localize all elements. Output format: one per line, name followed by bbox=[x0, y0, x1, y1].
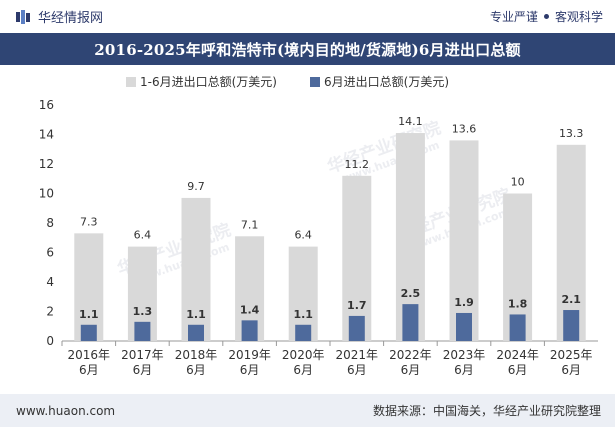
bar-1-6-month bbox=[556, 144, 586, 341]
data-label-1-6-month: 9.7 bbox=[187, 180, 205, 193]
x-tick-label: 2019年 bbox=[228, 348, 271, 362]
data-label-june: 2.1 bbox=[561, 293, 581, 306]
data-label-june: 1.1 bbox=[293, 308, 313, 321]
x-tick-label: 2020年 bbox=[282, 348, 325, 362]
bar-june bbox=[134, 321, 151, 341]
slogan-left: 专业严谨 bbox=[489, 10, 538, 24]
data-label-1-6-month: 14.1 bbox=[398, 115, 423, 128]
x-tick-label: 2024年 bbox=[496, 348, 539, 362]
bar-1-6-month bbox=[449, 140, 479, 341]
x-tick-label: 2018年 bbox=[175, 348, 218, 362]
bar-june bbox=[295, 324, 312, 341]
bar-june bbox=[563, 310, 580, 341]
legend: 1-6月进出口总额(万美元) 6月进出口总额(万美元) bbox=[126, 75, 449, 89]
slogan-dot-icon bbox=[543, 14, 549, 19]
top-bar: 华经情报网 专业严谨 客观科学 bbox=[0, 0, 615, 33]
bar-1-6-month bbox=[74, 233, 104, 341]
bar-june bbox=[456, 312, 472, 341]
x-tick-label: 2021年 bbox=[336, 348, 379, 362]
chart-title: 2016-2025年呼和浩特市(境内目的地/货源地)6月进出口总额 bbox=[0, 33, 615, 65]
bar-chart: 华经产业研究院www.huaon.com华经产业研究院www.huaon.com… bbox=[39, 75, 598, 377]
y-tick-label: 12 bbox=[39, 157, 54, 171]
x-tick-label: 6月 bbox=[240, 363, 260, 377]
data-label-1-6-month: 11.2 bbox=[345, 158, 370, 171]
y-tick-label: 2 bbox=[46, 305, 54, 319]
bar-june bbox=[402, 304, 419, 341]
y-tick-label: 0 bbox=[46, 334, 54, 348]
y-tick-label: 6 bbox=[46, 246, 54, 260]
bar-june bbox=[348, 315, 365, 341]
data-label-june: 1.1 bbox=[186, 308, 206, 321]
bar-june bbox=[188, 324, 204, 341]
bars bbox=[74, 133, 586, 341]
bar-1-6-month bbox=[181, 197, 211, 341]
data-label-1-6-month: 7.1 bbox=[241, 218, 259, 231]
data-label-june: 1.9 bbox=[454, 296, 474, 309]
x-tick-label: 6月 bbox=[186, 363, 206, 377]
data-label-june: 1.1 bbox=[79, 308, 99, 321]
slogan: 专业严谨 客观科学 bbox=[490, 8, 603, 25]
x-tick-label: 2022年 bbox=[389, 348, 432, 362]
data-label-june: 1.4 bbox=[240, 303, 260, 316]
legend-label: 1-6月进出口总额(万美元) bbox=[140, 75, 277, 89]
data-labels: 7.3 1.1 6.4 1.3 9.7 1.1 7.1 1.4 6.4 1.1 11.2 1.7 14.… bbox=[79, 115, 583, 321]
y-tick-label: 14 bbox=[39, 128, 54, 142]
data-label-1-6-month: 10 bbox=[511, 176, 525, 189]
x-tick-label: 6月 bbox=[561, 363, 581, 377]
footer-website: www.huaon.com bbox=[16, 403, 116, 418]
x-tick-label: 6月 bbox=[508, 363, 528, 377]
bar-june bbox=[80, 324, 97, 341]
data-label-1-6-month: 6.4 bbox=[294, 229, 312, 242]
data-label-june: 1.3 bbox=[133, 305, 153, 318]
brand-logo-icon bbox=[16, 9, 30, 24]
slogan-right: 客观科学 bbox=[554, 10, 603, 24]
data-label-1-6-month: 6.4 bbox=[134, 229, 152, 242]
data-label-1-6-month: 13.3 bbox=[559, 127, 584, 140]
legend-swatch bbox=[126, 77, 136, 87]
axes: 02468101214162016年6月2017年6月2018年6月2019年6… bbox=[39, 98, 598, 377]
x-tick-label: 2023年 bbox=[443, 348, 486, 362]
x-tick-label: 2017年 bbox=[121, 348, 164, 362]
data-label-june: 2.5 bbox=[401, 287, 421, 300]
y-tick-label: 10 bbox=[39, 187, 54, 201]
x-tick-label: 6月 bbox=[133, 363, 153, 377]
x-tick-label: 6月 bbox=[347, 363, 367, 377]
bar-june bbox=[241, 320, 258, 341]
data-label-june: 1.8 bbox=[508, 297, 528, 310]
legend-label: 6月进出口总额(万美元) bbox=[324, 75, 449, 89]
x-tick-label: 6月 bbox=[454, 363, 474, 377]
legend-swatch bbox=[310, 77, 320, 87]
footer: www.huaon.com 数据来源：中国海关，华经产业研究院整理 bbox=[0, 394, 615, 427]
x-tick-label: 2025年 bbox=[550, 348, 593, 362]
y-tick-label: 4 bbox=[46, 275, 54, 289]
x-tick-label: 6月 bbox=[293, 363, 313, 377]
footer-source: 数据来源：中国海关，华经产业研究院整理 bbox=[372, 404, 601, 418]
data-label-june: 1.7 bbox=[347, 299, 367, 312]
bar-1-6-month bbox=[342, 175, 372, 341]
x-tick-label: 6月 bbox=[79, 363, 99, 377]
y-tick-label: 8 bbox=[46, 216, 54, 230]
brand: 华经情报网 bbox=[16, 7, 103, 26]
bar-june bbox=[509, 314, 526, 341]
x-tick-label: 6月 bbox=[401, 363, 421, 377]
data-label-1-6-month: 13.6 bbox=[452, 122, 477, 135]
x-tick-label: 2016年 bbox=[68, 348, 111, 362]
data-label-1-6-month: 7.3 bbox=[80, 215, 98, 228]
y-tick-label: 16 bbox=[39, 98, 54, 112]
brand-name: 华经情报网 bbox=[38, 11, 104, 26]
